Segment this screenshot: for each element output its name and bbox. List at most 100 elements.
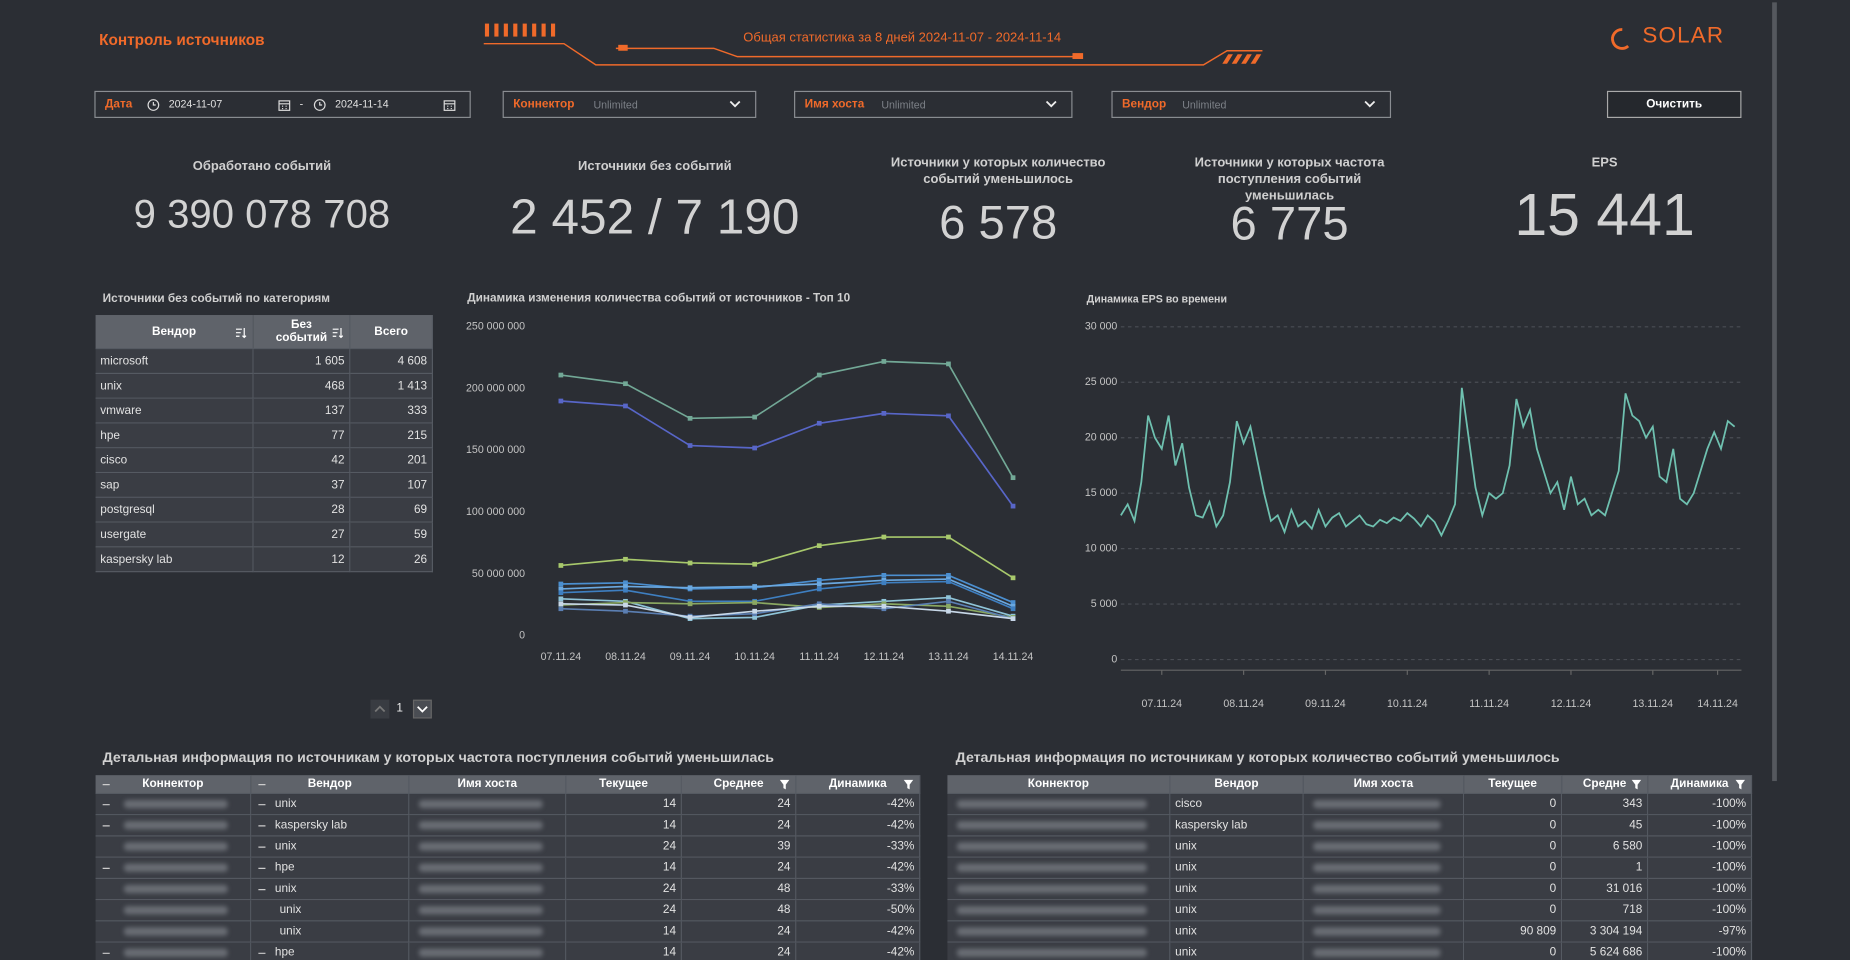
collapse-icon[interactable] <box>100 947 112 959</box>
cell-text: kaspersky lab <box>274 818 348 832</box>
cell-text: 0 <box>1549 797 1557 811</box>
point <box>881 580 887 586</box>
point <box>752 615 758 620</box>
table-cell: 59 <box>350 522 434 548</box>
table-cell: unix <box>1170 921 1304 943</box>
table-cell: 42 <box>253 448 351 474</box>
y-tick-label: 10 000 <box>1085 542 1118 554</box>
cell-text: unix <box>1175 882 1197 896</box>
x-tick-label: 08.11.24 <box>1223 698 1264 710</box>
point <box>558 596 564 602</box>
filter-icon[interactable] <box>1734 779 1746 791</box>
blurred-text <box>956 821 1147 830</box>
point <box>946 576 951 582</box>
table-cell: 28 <box>253 497 351 523</box>
connector-filter[interactable]: Коннектор Unlimited <box>502 90 757 118</box>
cell-text: 14 <box>662 818 677 832</box>
column-header: Динамика <box>1648 775 1753 795</box>
page-down[interactable] <box>412 699 432 719</box>
point <box>881 359 887 364</box>
cell-text: 3 304 194 <box>1589 925 1643 938</box>
table-cell <box>409 942 567 960</box>
table-cell: -100% <box>1648 836 1753 858</box>
vendor-filter[interactable]: Вендор Unlimited <box>1111 90 1392 118</box>
point <box>946 534 951 540</box>
point <box>623 587 628 593</box>
filter-icon[interactable] <box>1631 779 1643 791</box>
page-up[interactable] <box>370 699 390 719</box>
table-cell <box>95 942 252 960</box>
cell-text: 24 <box>662 882 677 896</box>
cell-text: -100% <box>1712 840 1747 854</box>
date-to: 2024-11-14 <box>335 97 389 110</box>
cell-text: 0 <box>1549 946 1557 960</box>
blurred-text <box>123 884 228 893</box>
table-cell <box>1303 836 1465 858</box>
x-tick-label: 10.11.24 <box>734 651 775 663</box>
date-filter[interactable]: Дата 2024-11-07 - 2024-11-14 <box>94 90 471 118</box>
table-cell <box>95 794 252 816</box>
table-cell <box>1303 942 1465 960</box>
cell-text: 5 624 686 <box>1589 946 1643 960</box>
table-cell: -42% <box>796 921 921 943</box>
collapse-icon[interactable] <box>256 841 268 853</box>
table-cell: unix <box>251 794 410 816</box>
collapse-icon[interactable] <box>256 884 268 896</box>
table-cell <box>409 878 567 901</box>
cell-text: 6 580 <box>1612 840 1643 854</box>
collapse-icon[interactable] <box>256 947 268 959</box>
point <box>1010 475 1016 481</box>
cell-text: 0 <box>1549 840 1557 854</box>
table-cell <box>95 836 252 858</box>
cell-text: 24 <box>777 797 791 811</box>
point <box>558 563 564 568</box>
cell-text: unix <box>279 925 302 938</box>
cell-text: 48 <box>777 882 791 896</box>
collapse-icon[interactable] <box>100 779 112 791</box>
collapse-icon[interactable] <box>256 862 268 874</box>
filter-icon[interactable] <box>779 779 791 791</box>
blurred-text <box>956 948 1147 957</box>
table-cell: unix <box>251 900 410 922</box>
table-cell <box>1303 794 1465 816</box>
clock-icon <box>313 99 326 111</box>
clear-button[interactable]: Очистить <box>1606 90 1742 118</box>
sort-icon[interactable] <box>235 327 247 339</box>
table-cell: 137 <box>253 398 351 424</box>
cell-text: -100% <box>1712 797 1747 811</box>
collapse-icon[interactable] <box>100 820 112 832</box>
calendar-icon[interactable] <box>442 98 456 112</box>
column-header: Вендор <box>251 775 410 795</box>
host-filter[interactable]: Имя хоста Unlimited <box>794 90 1073 118</box>
scrollbar[interactable] <box>1772 2 1777 782</box>
point <box>623 556 628 562</box>
cell-text: unix <box>1175 903 1197 917</box>
cell-text: 0 <box>1549 882 1557 896</box>
collapse-icon[interactable] <box>256 779 268 791</box>
table-cell: -42% <box>796 857 921 879</box>
calendar-icon[interactable] <box>277 98 291 112</box>
y-tick-label: 5 000 <box>1091 598 1118 610</box>
kpi-value: 15 441 <box>1514 181 1695 248</box>
table-cell <box>95 878 252 901</box>
collapse-icon[interactable] <box>256 799 268 811</box>
collapse-icon[interactable] <box>256 820 268 832</box>
blurred-text <box>956 799 1147 809</box>
table-cell: kaspersky lab <box>1170 815 1304 837</box>
collapse-icon[interactable] <box>100 862 112 874</box>
blurred-text <box>123 863 228 872</box>
point <box>816 372 822 378</box>
point <box>623 608 628 614</box>
cell-text: 14 <box>662 797 677 811</box>
cell-text: 718 <box>1622 903 1643 917</box>
filter-icon[interactable] <box>903 779 915 791</box>
kpi-value: 6 775 <box>1230 198 1349 251</box>
cell-text: 0 <box>1549 818 1557 832</box>
sort-icon[interactable] <box>332 327 344 339</box>
filter-value: Unlimited <box>1182 99 1227 111</box>
blurred-text <box>418 905 543 915</box>
point <box>623 600 628 605</box>
column-header: Коннектор <box>95 775 252 795</box>
collapse-icon[interactable] <box>100 799 112 811</box>
